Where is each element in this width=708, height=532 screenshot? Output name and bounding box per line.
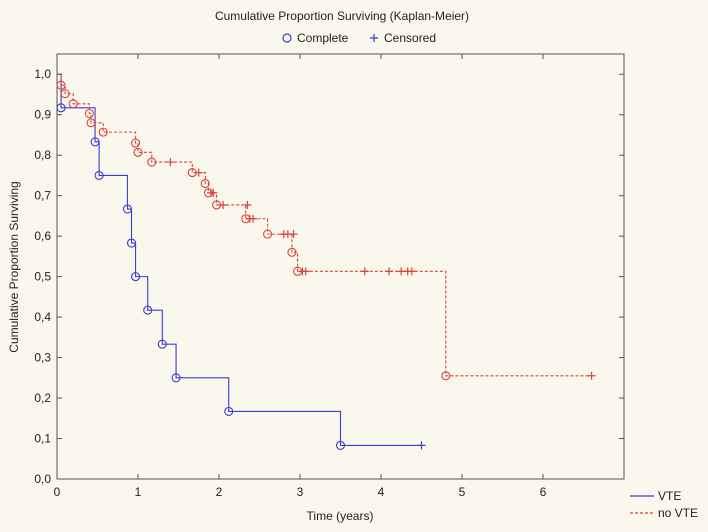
y-tick-label: 0,0 bbox=[34, 472, 51, 486]
complete-marker bbox=[90, 137, 100, 147]
censored-marker bbox=[194, 168, 203, 177]
complete-marker bbox=[157, 339, 167, 349]
complete-marker bbox=[200, 178, 210, 189]
complete-marker bbox=[60, 89, 70, 99]
complete-marker bbox=[224, 406, 234, 416]
x-tick-label: 1 bbox=[135, 485, 142, 499]
censored-marker bbox=[166, 158, 175, 167]
complete-marker bbox=[98, 127, 108, 137]
x-axis-title: Time (years) bbox=[307, 509, 374, 523]
complete-marker bbox=[147, 157, 157, 167]
censored-marker bbox=[385, 267, 394, 276]
complete-marker bbox=[441, 371, 451, 381]
complete-marker bbox=[126, 238, 137, 248]
y-tick-label: 0,8 bbox=[34, 148, 51, 162]
y-tick-label: 0,6 bbox=[34, 229, 51, 243]
complete-marker bbox=[335, 440, 346, 450]
censored-marker bbox=[417, 441, 426, 450]
km-step-line bbox=[57, 73, 592, 377]
censored-marker bbox=[407, 267, 416, 276]
y-axis-title: Cumulative Proportion Surviving bbox=[7, 181, 21, 352]
marker-legend: Complete Censored bbox=[282, 31, 436, 45]
axes: 0,0 0,1 0,2 0,3 0,4 0,5 0,6 0,7 0,8 0,9 1,0 0 1 2 3 4 5 6 bbox=[34, 54, 624, 499]
legend-complete-marker bbox=[282, 33, 292, 43]
censored-marker bbox=[209, 188, 218, 197]
y-tick-label: 1,0 bbox=[34, 67, 51, 81]
series-legend: VTE no VTE bbox=[630, 489, 698, 520]
complete-marker bbox=[133, 147, 143, 157]
legend-censored-label: Censored bbox=[384, 31, 436, 45]
series-no-vte bbox=[56, 73, 596, 381]
y-tick-label: 0,5 bbox=[34, 270, 51, 284]
censored-marker bbox=[587, 371, 596, 380]
complete-marker bbox=[287, 247, 297, 257]
y-tick-label: 0,7 bbox=[34, 189, 51, 203]
x-tick-label: 3 bbox=[297, 485, 304, 499]
complete-marker bbox=[56, 103, 66, 113]
complete-marker bbox=[86, 118, 96, 128]
censored-marker bbox=[243, 200, 252, 209]
km-step-line bbox=[57, 73, 422, 446]
censored-marker bbox=[301, 267, 310, 276]
series bbox=[56, 73, 596, 450]
legend-no-vte-label: no VTE bbox=[658, 506, 698, 520]
legend-complete-label: Complete bbox=[297, 31, 349, 45]
y-tick-label: 0,2 bbox=[34, 391, 51, 405]
complete-marker bbox=[122, 204, 133, 214]
complete-marker bbox=[131, 138, 141, 148]
plot-area bbox=[56, 53, 625, 480]
censored-marker bbox=[219, 200, 228, 209]
censored-marker bbox=[289, 230, 298, 239]
x-tick-label: 5 bbox=[459, 485, 466, 499]
censored-marker bbox=[249, 214, 258, 223]
series-vte bbox=[56, 73, 426, 450]
x-tick-label: 6 bbox=[540, 485, 547, 499]
x-tick-label: 0 bbox=[54, 485, 61, 499]
complete-marker bbox=[143, 305, 153, 315]
x-tick-label: 4 bbox=[378, 485, 385, 499]
complete-marker bbox=[84, 108, 94, 119]
y-tick-label: 0,3 bbox=[34, 351, 51, 365]
complete-marker bbox=[94, 170, 104, 180]
complete-marker bbox=[56, 80, 66, 90]
chart-title: Cumulative Proportion Surviving (Kaplan-… bbox=[215, 9, 469, 23]
complete-marker bbox=[68, 99, 78, 109]
complete-marker bbox=[171, 373, 181, 383]
censored-marker bbox=[360, 267, 369, 276]
y-tick-label: 0,1 bbox=[34, 432, 51, 446]
legend-censored-marker bbox=[370, 34, 378, 42]
x-tick-label: 2 bbox=[216, 485, 223, 499]
y-tick-label: 0,9 bbox=[34, 108, 51, 122]
complete-marker bbox=[131, 272, 141, 282]
complete-marker bbox=[263, 229, 273, 239]
y-tick-label: 0,4 bbox=[34, 310, 51, 324]
legend-vte-label: VTE bbox=[658, 489, 681, 503]
